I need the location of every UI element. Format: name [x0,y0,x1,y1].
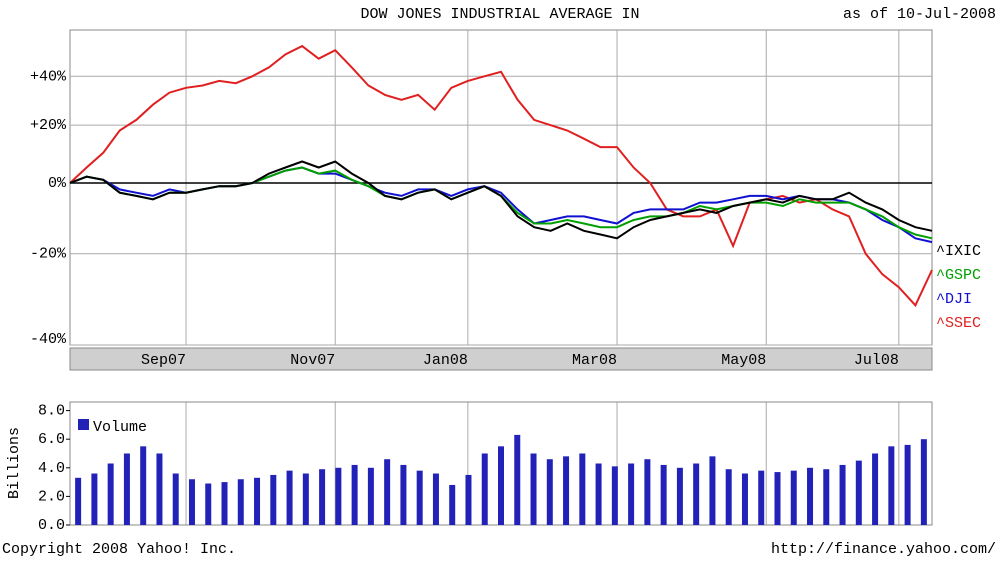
volume-bar [367,467,374,525]
volume-bar [107,463,114,525]
volume-bar [514,434,521,525]
series-line [69,160,933,240]
volume-bar [920,439,927,525]
copyright: Copyright 2008 Yahoo! Inc. [2,541,236,558]
legend-swatch [78,419,89,430]
volume-bar [254,477,261,525]
y-tick-label: 0.0 [38,517,65,534]
volume-bar [530,453,537,525]
volume-bar [384,459,391,525]
volume-bar [823,469,830,525]
y-tick-label: -20% [30,246,67,263]
legend-label: ^SSEC [936,315,981,332]
x-tick-label: Jan08 [423,352,468,369]
legend-label: ^IXIC [936,243,981,260]
volume-bar [579,453,586,525]
volume-bar [563,456,570,525]
volume-bar [416,470,423,525]
volume-bar [498,446,504,525]
x-tick-label: Nov07 [290,352,335,369]
volume-bar [205,483,212,525]
volume-bar [449,484,456,525]
y-tick-label: 4.0 [38,460,65,477]
y-tick-label: 0% [48,175,67,192]
volume-bar [335,467,342,525]
volume-bar [855,460,862,525]
plot-area [69,29,933,346]
volume-bar [790,470,797,525]
volume-bar [156,453,163,525]
volume-bar [709,456,716,525]
volume-bar [725,469,732,525]
x-tick-label: Jul08 [854,352,899,369]
volume-bar [172,473,179,525]
y-tick-label: +20% [30,117,67,134]
volume-bar [611,466,618,525]
y-tick-label: 2.0 [38,488,65,505]
volume-bar [595,463,602,525]
volume-bar [400,464,407,525]
volume-bar [91,473,98,525]
chart-subtitle: as of 10-Jul-2008 [843,6,996,23]
volume-bar [140,446,147,525]
x-axis-band [69,347,933,371]
volume-bar [644,459,651,525]
volume-bar [221,482,228,525]
volume-bar [188,479,195,525]
volume-bar [839,464,846,525]
source-url: http://finance.yahoo.com/ [771,541,996,558]
volume-bar [872,453,879,525]
x-tick-label: May08 [721,352,766,369]
volume-bar [123,453,130,525]
volume-bar [319,469,326,525]
volume-bar [465,474,472,525]
volume-bar [904,444,911,525]
volume-bar [302,473,309,525]
volume-bar [888,446,895,525]
legend-label: ^DJI [936,291,972,308]
volume-bar [660,464,667,525]
volume-bar [807,467,814,525]
volume-bar [432,473,439,525]
x-tick-label: Mar08 [572,352,617,369]
legend-label: Volume [93,419,147,436]
volume-bar [546,459,553,525]
volume-bar [774,472,781,525]
volume-bar [481,453,488,525]
legend-label: ^GSPC [936,267,981,284]
volume-bar [628,463,635,525]
y-tick-label: 6.0 [38,431,65,448]
volume-bar [237,479,244,525]
volume-bar [270,474,277,525]
volume-bar [676,467,683,525]
volume-bar [758,470,765,525]
x-tick-label: Sep07 [141,352,186,369]
volume-bar [693,463,700,525]
volume-bar [351,464,358,525]
chart-title: DOW JONES INDUSTRIAL AVERAGE IN [360,6,639,23]
volume-bar [286,470,293,525]
volume-bar [741,473,748,525]
y-tick-label: +40% [30,68,67,85]
y-tick-label: 8.0 [38,403,65,420]
y-tick-label: -40% [30,331,67,348]
y-axis-label: Billions [6,427,23,499]
volume-bar [75,477,82,525]
